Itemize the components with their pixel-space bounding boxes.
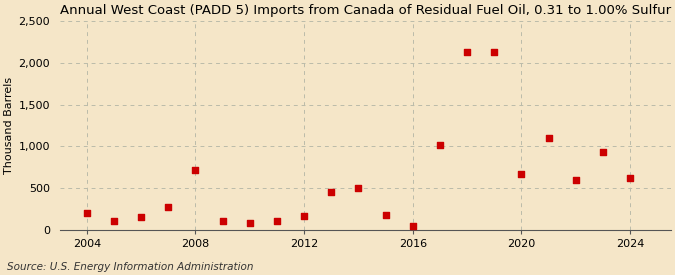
Point	[326, 190, 337, 194]
Point	[624, 176, 635, 180]
Point	[516, 172, 527, 176]
Point	[435, 142, 446, 147]
Point	[489, 50, 500, 54]
Point	[597, 150, 608, 154]
Point	[380, 213, 391, 217]
Title: Annual West Coast (PADD 5) Imports from Canada of Residual Fuel Oil, 0.31 to 1.0: Annual West Coast (PADD 5) Imports from …	[59, 4, 671, 17]
Point	[163, 205, 173, 210]
Point	[408, 224, 418, 229]
Text: Source: U.S. Energy Information Administration: Source: U.S. Energy Information Administ…	[7, 262, 253, 272]
Point	[299, 214, 310, 219]
Point	[271, 218, 282, 223]
Point	[543, 136, 554, 140]
Point	[353, 186, 364, 190]
Point	[136, 215, 146, 219]
Y-axis label: Thousand Barrels: Thousand Barrels	[4, 77, 14, 174]
Point	[82, 211, 92, 215]
Point	[570, 178, 581, 182]
Point	[217, 219, 228, 224]
Point	[109, 219, 119, 224]
Point	[244, 221, 255, 225]
Point	[462, 50, 472, 54]
Point	[190, 167, 201, 172]
